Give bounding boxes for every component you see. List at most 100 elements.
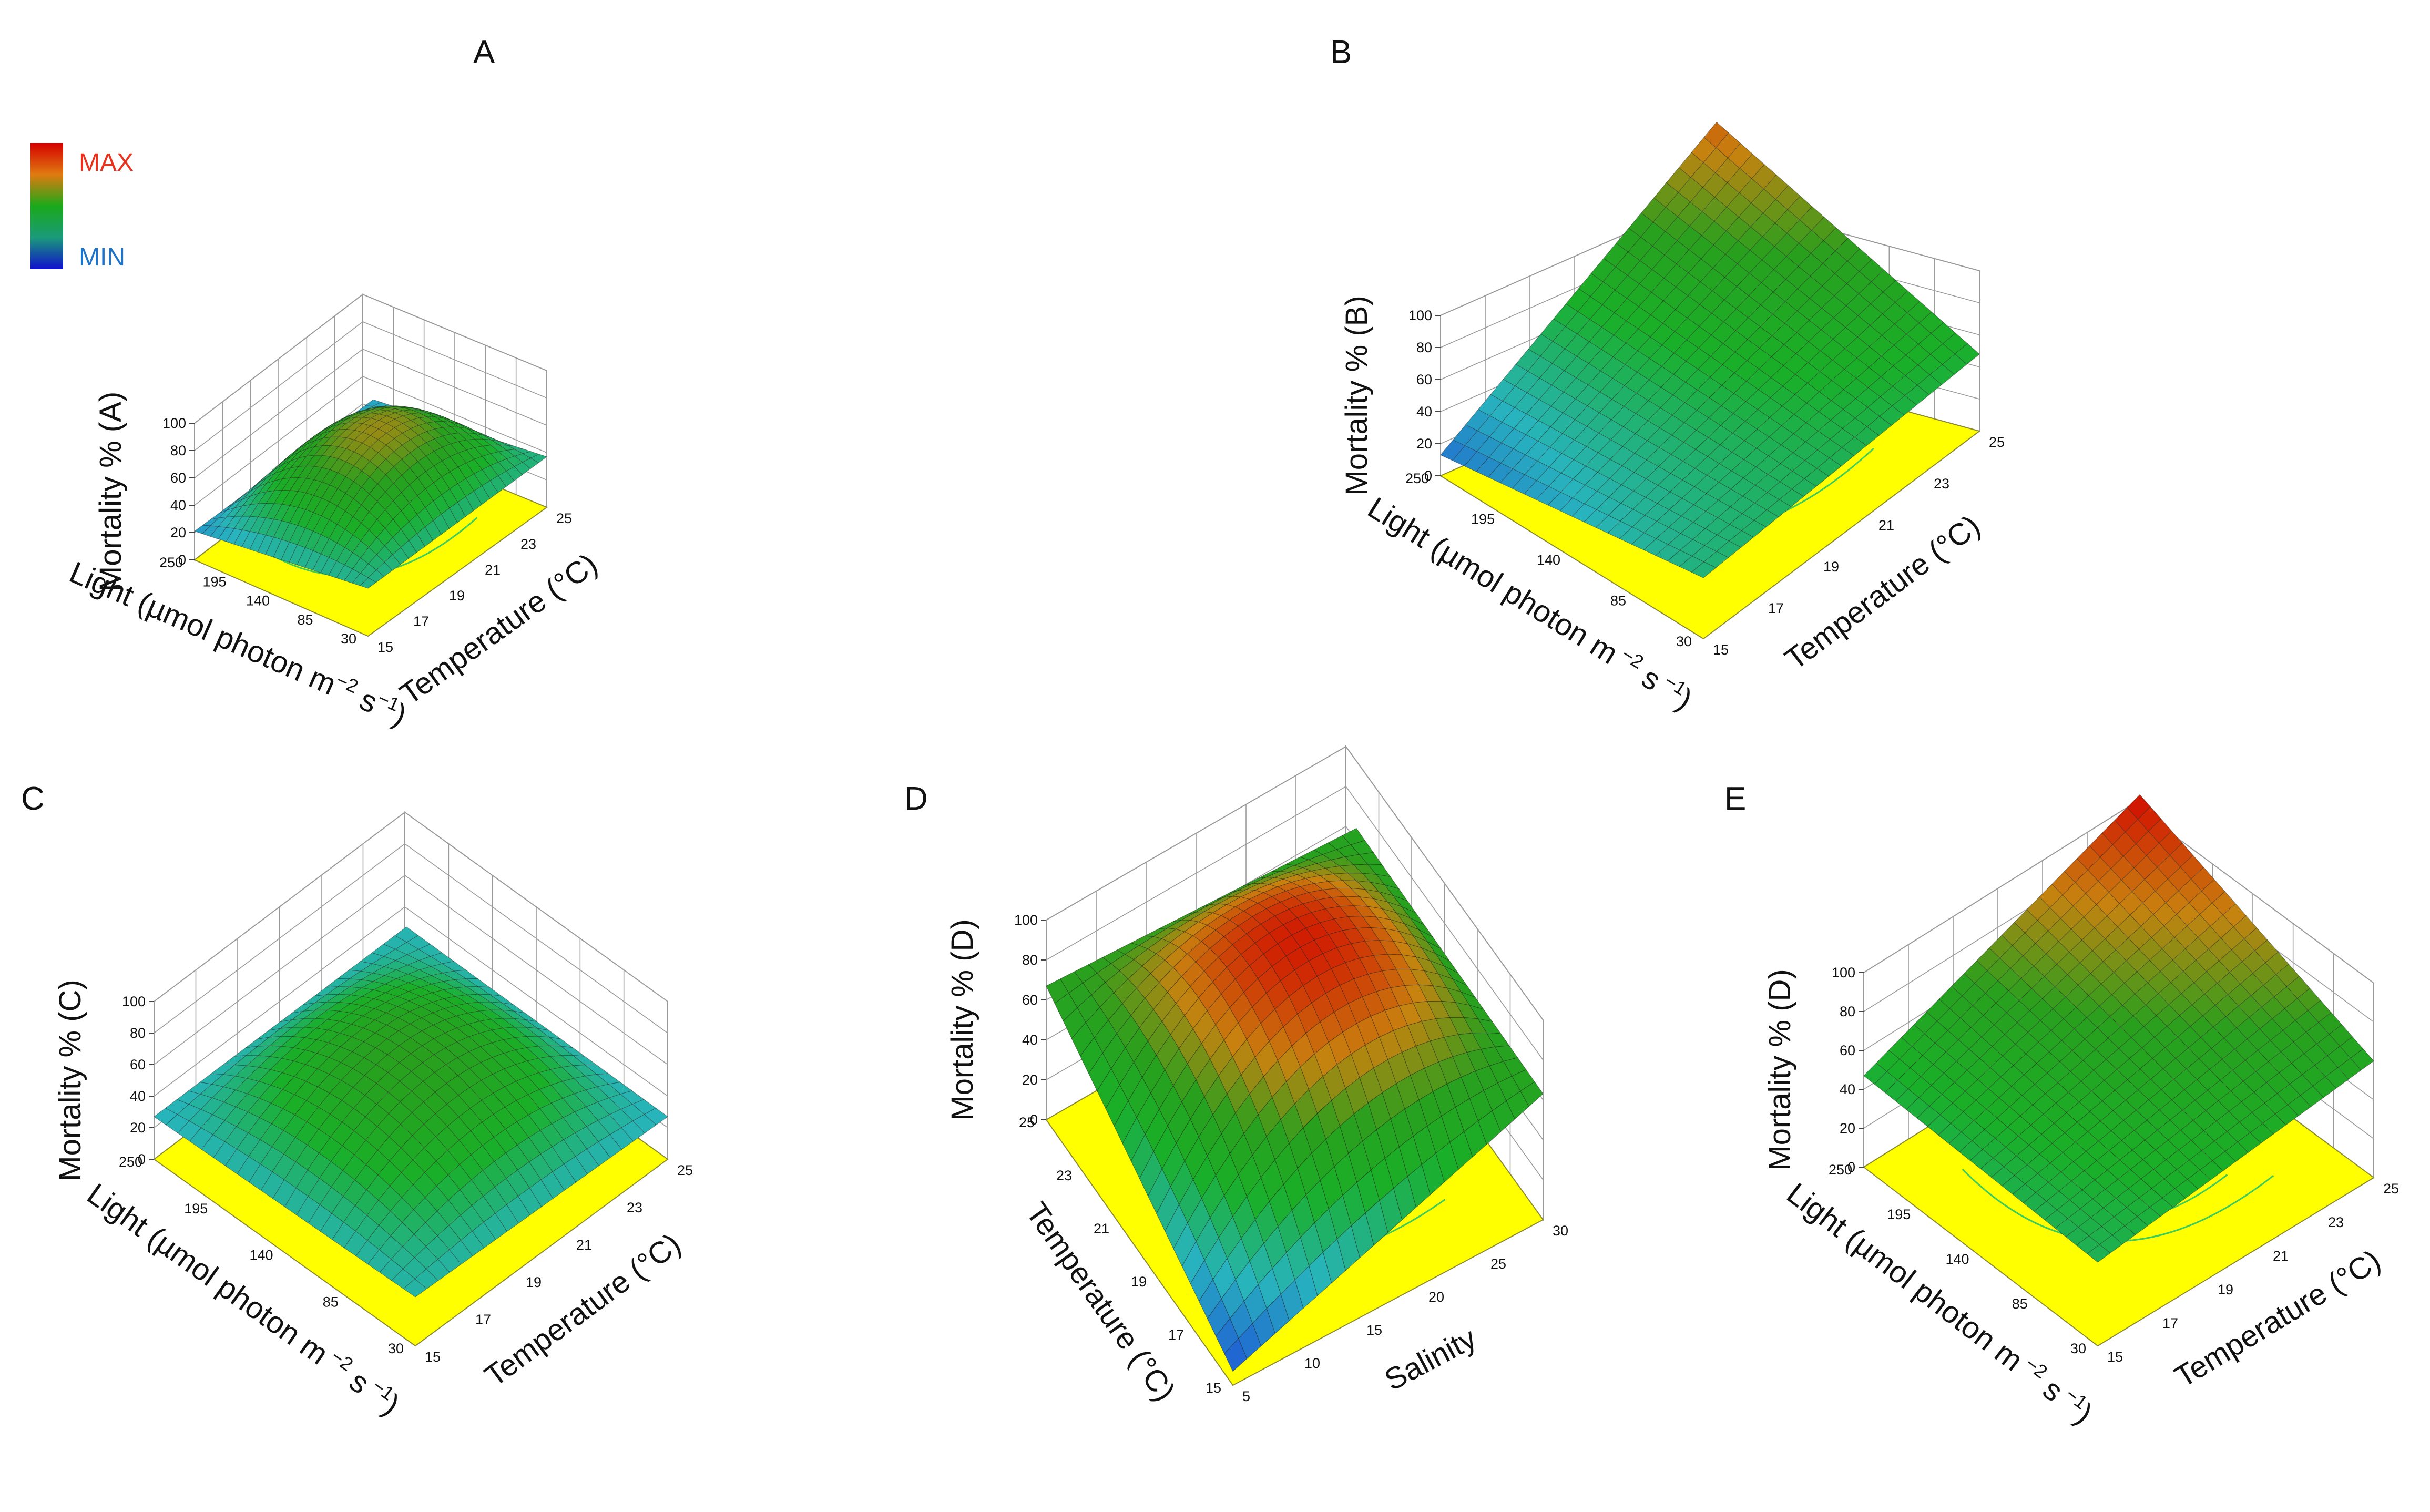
panel-c-x-tick-label: 15 [425,1349,441,1365]
panel-c-x-tick-label: 19 [526,1274,542,1290]
legend-gradient-bar [30,143,63,269]
panel-a-x-ticks: 15 17 19 21 23 25 [377,510,572,655]
panel-d-surface-cell [1520,1081,1544,1107]
panel-d-x-tick-label: 30 [1553,1223,1568,1239]
panel-c-z-tick-label: 60 [130,1057,146,1072]
panel-b-z-ticks: 0 20 40 60 80 100 [1408,308,1441,484]
panel-d-y-tick-label: 17 [1168,1327,1184,1343]
panel-b-y-tick-label: 30 [1676,634,1692,649]
panel-e-y-tick-label: 140 [1945,1251,1969,1267]
panel-b-y-tick-label: 85 [1610,593,1626,609]
panel-d-x-tick-label: 5 [1242,1388,1250,1404]
panel-d-y-tick-label: 15 [1206,1380,1221,1396]
panel-d-x-ticks: 5 10 15 20 25 30 [1242,1223,1568,1404]
panel-a-y-tick-label: 195 [202,574,226,589]
panel-e-y-tick-label: 85 [2012,1296,2028,1312]
panel-e-y-tick-label: 250 [1829,1162,1852,1178]
panel-b-z-label: Mortality % (B) [1340,295,1374,495]
panel-c-z-tick-label: 100 [122,994,146,1009]
panel-a-z-tick-label: 20 [170,525,186,540]
panel-d-wall-grid [1345,746,1544,1020]
panel-c-chart: 0 20 40 60 80 100 250 195 140 85 30 15 17 19 21 23 25 C Mo… [21,781,693,1422]
panel-d-wall-grid [1046,786,1346,961]
panel-a-x-tick-label: 23 [520,536,536,552]
panel-e-letter: E [1724,781,1746,817]
panel-b-letter: B [1330,34,1352,70]
panel-a-surface [194,399,547,589]
panel-c-y-tick-label: 250 [119,1154,142,1170]
panel-d-wall-grid [1345,786,1544,1060]
panel-c-y-tick-label: 30 [388,1341,404,1356]
panel-d-z-label: Mortality % (D) [945,919,979,1120]
panel-b-x-tick-label: 15 [1713,642,1729,658]
panel-d-z-ticks: 0 20 40 60 80 100 [1014,912,1046,1128]
panel-e-x-tick-label: 25 [2383,1181,2399,1197]
panel-e-x-ticks: 15 17 19 21 23 25 [2107,1181,2399,1365]
panel-c-z-ticks: 0 20 40 60 80 100 [122,994,154,1167]
panel-d-y-tick-label: 23 [1056,1168,1072,1183]
panel-c-z-tick-label: 0 [138,1151,146,1167]
panel-a-wall-grid [194,321,363,451]
panel-a-wall-grid [362,349,547,426]
panel-b-x-tick-label: 23 [1934,476,1949,492]
panel-c-z-label: Mortality % (C) [53,979,87,1181]
panel-c-wall-grid [404,843,668,1034]
panel-c-wall-grid [154,875,405,1065]
panel-c-z-tick-label: 20 [130,1120,146,1136]
panel-a-x-tick-label: 21 [485,562,501,578]
panel-d-z-tick-label: 60 [1022,992,1038,1008]
panel-e-y-tick-label: 30 [2070,1341,2086,1356]
panel-d-z-tick-label: 80 [1022,952,1038,968]
panel-a-wall-grid [362,321,547,399]
panel-a-x-tick-label: 25 [556,510,572,526]
panel-a-wall-grid [194,376,363,506]
panel-c-letter: C [21,781,45,817]
panel-e-chart: 0 20 40 60 80 100 250 195 140 85 30 15 17 19 21 23 25 E Mo… [1724,781,2399,1431]
panel-a-z-label: Mortality % (A) [94,392,128,591]
panel-b-y-tick-label: 250 [1405,471,1429,486]
panel-a-z-tick-label: 60 [170,470,186,486]
panel-d-y-tick-label: 21 [1094,1221,1109,1237]
panel-a-y-tick-label: 140 [246,593,270,609]
panel-c-y-tick-label: 195 [184,1201,208,1217]
panel-e-x-tick-label: 23 [2328,1214,2344,1230]
panel-d-x-tick-label: 10 [1304,1355,1320,1371]
panel-c-wall-grid [154,906,405,1097]
panel-b-x-tick-label: 19 [1823,559,1839,575]
panel-a-surface-cell [530,454,547,463]
panel-b-x-tick-label: 25 [1989,434,2005,450]
panel-b-z-tick-label: 60 [1416,372,1432,387]
panel-d-y-tick-label: 25 [1019,1115,1035,1130]
panel-e-z-tick-label: 80 [1840,1004,1855,1019]
panel-b-chart: 0 20 40 60 80 100 250 195 140 85 30 15 17 19 21 23 25 B Mo… [1330,34,2005,717]
panel-a-wall-grid [194,294,363,424]
panel-b-x-tick-label: 21 [1878,517,1894,533]
panel-d-wall-grid [1046,746,1346,921]
panel-b-y-tick-label: 140 [1537,552,1560,568]
panel-c-x-tick-label: 17 [475,1312,491,1327]
panel-c-y-tick-label: 85 [323,1294,339,1310]
panel-a-y-tick-label: 30 [341,631,356,647]
panel-c-surface-cell [644,1108,668,1126]
panel-e-z-label: Mortality % (D) [1763,969,1797,1170]
panel-a-letter: A [473,34,495,70]
panel-a-z-tick-label: 0 [178,552,186,568]
panel-d-x-tick-label: 20 [1428,1289,1444,1305]
panel-c-y-ticks: 250 195 140 85 30 [119,1154,404,1356]
panel-e-z-tick-label: 100 [1832,965,1855,980]
panel-a-z-tick-label: 100 [162,415,186,431]
panel-a-x-tick-label: 17 [413,614,429,629]
panel-b-x-tick-label: 17 [1768,600,1784,616]
panel-c-z-tick-label: 80 [130,1025,146,1041]
panel-a-y-ticks: 250 195 140 85 30 [159,555,356,647]
panel-c-x-ticks: 15 17 19 21 23 25 [425,1162,693,1365]
panel-e-surface-cell [2350,1048,2374,1071]
panel-e-z-tick-label: 40 [1840,1081,1855,1097]
panel-b-surface [1440,121,1980,578]
panel-c-y-tick-label: 140 [249,1248,273,1263]
panel-d-y-tick-label: 19 [1131,1274,1147,1290]
panel-c-z-tick-label: 40 [130,1088,146,1104]
panel-a-x-tick-label: 15 [377,639,393,655]
panel-e-z-tick-label: 0 [1847,1159,1855,1175]
